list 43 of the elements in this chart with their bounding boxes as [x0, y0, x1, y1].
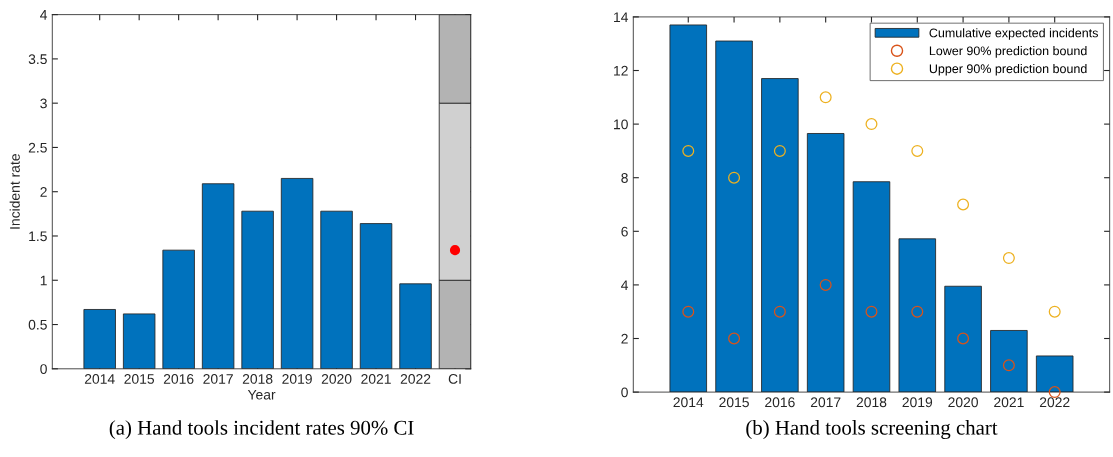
x-tick-label: 2016: [163, 374, 194, 384]
y-tick-label: 10: [614, 119, 628, 130]
x-tick-label: 2018: [856, 397, 887, 408]
x-tick-label: 2015: [719, 397, 749, 408]
y-tick-label: 3.5: [28, 54, 47, 65]
y-tick-label: 1: [40, 275, 47, 286]
x-tick-label: 2014: [84, 374, 115, 384]
x-tick-label: CI: [448, 374, 461, 384]
x-axis-title: Year: [247, 389, 276, 400]
x-tick-label: 2017: [203, 374, 233, 384]
legend-label: Upper 90% prediction bound: [929, 63, 1087, 76]
y-tick-label: 2: [40, 187, 47, 197]
x-tick-label: 2018: [242, 374, 273, 384]
legend-label: Lower 90% prediction bound: [929, 46, 1087, 58]
x-tick-label: 2014: [673, 397, 704, 408]
y-tick-label: 14: [614, 12, 629, 22]
x-tick-label: 2020: [321, 374, 352, 384]
x-tick-label: 2021: [361, 374, 391, 384]
y-tick-label: 1.5: [29, 231, 47, 242]
x-tick-label: 2017: [810, 397, 841, 408]
text: (a) Hand tools incident rates 90% CI: [109, 420, 414, 440]
legend-label: Cumulative expected incidents: [929, 28, 1098, 40]
text: (b) Hand tools screening chart: [746, 420, 998, 440]
y-axis-title: Incident rate: [9, 154, 20, 229]
y-tick-label: 12: [614, 65, 628, 76]
y-tick-label: 2.5: [28, 142, 47, 153]
y-tick-label: 6: [621, 226, 628, 237]
y-tick-label: 2: [621, 333, 628, 344]
y-tick-label: 0.5: [28, 319, 47, 330]
y-tick-label: 0: [621, 387, 628, 398]
x-tick-label: 2022: [1039, 397, 1070, 408]
x-tick-label: 2022: [400, 374, 431, 384]
x-tick-label: 2021: [994, 397, 1024, 408]
y-tick-label: 8: [621, 173, 628, 183]
x-tick-label: 2019: [282, 374, 312, 384]
x-tick-label: 2020: [948, 397, 978, 408]
x-tick-label: 2016: [765, 397, 795, 408]
y-tick-label: 0: [40, 364, 47, 374]
y-tick-label: 4: [621, 280, 629, 290]
x-tick-label: 2019: [902, 397, 933, 408]
y-tick-label: 3: [40, 98, 47, 109]
y-tick-label: 4: [40, 10, 48, 20]
x-tick-label: 2015: [124, 374, 155, 384]
